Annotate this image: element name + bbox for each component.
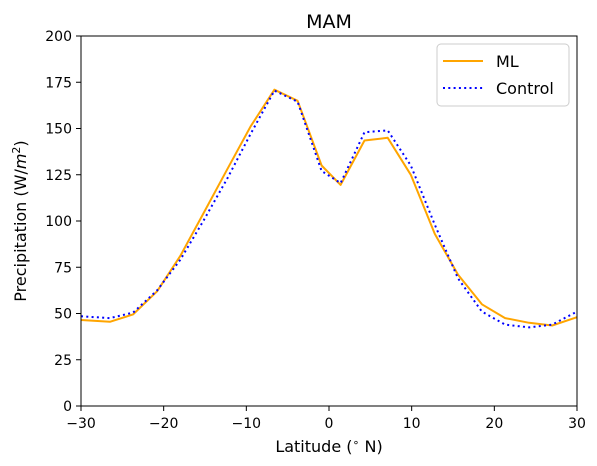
legend-box bbox=[436, 43, 570, 107]
y-axis-label-end: ) bbox=[11, 140, 30, 146]
y-axis-label-main: Precipitation (W/ bbox=[11, 169, 30, 302]
series-layer bbox=[80, 88, 578, 329]
x-axis: −30 −20 −10 0 10 20 30 bbox=[66, 406, 586, 432]
chart-title: MAM bbox=[306, 11, 352, 33]
x-tick-label: 30 bbox=[568, 416, 586, 432]
y-axis-label-m: m bbox=[11, 154, 30, 170]
x-axis-label-degree: ∘ bbox=[353, 436, 360, 449]
y-axis: 0 25 50 75 100 125 150 175 200 bbox=[45, 29, 81, 415]
series-line-control bbox=[80, 89, 578, 329]
y-tick-label: 25 bbox=[54, 353, 72, 369]
legend: ML Control bbox=[436, 43, 570, 107]
x-tick-label: −30 bbox=[66, 416, 96, 432]
x-axis-label-end: N) bbox=[359, 437, 382, 456]
y-tick-label: 150 bbox=[45, 122, 72, 138]
x-tick-label: 0 bbox=[325, 416, 334, 432]
x-tick-label: −10 bbox=[232, 416, 262, 432]
x-axis-label: Latitude (∘ N) bbox=[275, 436, 382, 456]
y-tick-label: 175 bbox=[45, 75, 72, 91]
legend-label-ml: ML bbox=[496, 52, 519, 71]
x-axis-label-main: Latitude ( bbox=[275, 437, 352, 456]
series-line-ml bbox=[80, 88, 578, 327]
y-tick-label: 0 bbox=[63, 399, 72, 415]
y-tick-label: 200 bbox=[45, 29, 72, 45]
y-tick-label: 125 bbox=[45, 168, 72, 184]
y-tick-label: 50 bbox=[54, 307, 72, 323]
y-axis-label-exponent: 2 bbox=[10, 147, 23, 154]
x-tick-label: 20 bbox=[485, 416, 503, 432]
y-tick-label: 75 bbox=[54, 260, 72, 276]
legend-label-control: Control bbox=[496, 79, 554, 98]
y-axis-label: Precipitation (W/m2) bbox=[10, 140, 30, 301]
x-tick-label: −20 bbox=[149, 416, 179, 432]
x-tick-label: 10 bbox=[403, 416, 421, 432]
y-tick-label: 100 bbox=[45, 214, 72, 230]
